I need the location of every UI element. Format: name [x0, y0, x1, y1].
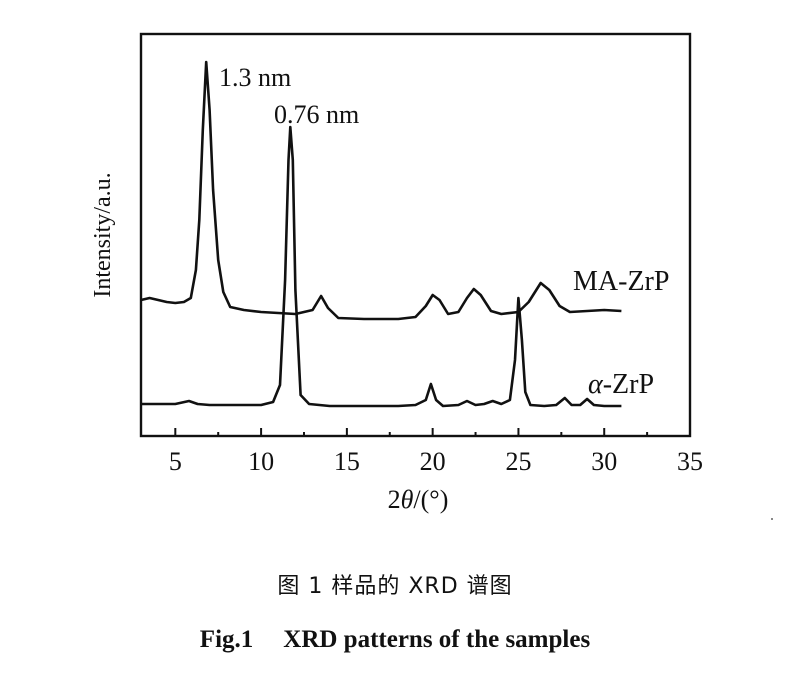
x-axis-tick-labels: 5 10 15 20 25 30 35 [169, 447, 703, 476]
x-axis-label: 2θ/(°) [388, 485, 449, 514]
figure-caption-english: Fig.1 XRD patterns of the samples [0, 626, 790, 654]
figure-number: Fig.1 [199, 626, 254, 653]
x-tick-label: 15 [334, 447, 360, 476]
y-axis-label: Intensity/a.u. [90, 172, 116, 297]
x-axis-ticks [174, 428, 691, 436]
x-tick-label: 10 [248, 447, 274, 476]
annotation-1-3nm: 1.3 nm [219, 63, 291, 92]
scan-speck [771, 518, 773, 520]
series-label-alpha-zrp: α-ZrP [588, 369, 654, 400]
xrd-chart: 5 10 15 20 25 30 35 1.3 nm 0.76 nm MA-ZrP α-Zr… [90, 32, 703, 514]
series-label-alpha-rest: -ZrP [603, 369, 654, 400]
series-line-ma-zrp [140, 60, 622, 321]
figure-caption-chinese: 图 1 样品的 XRD 谱图 [277, 574, 513, 599]
x-tick-label: 20 [420, 447, 446, 476]
x-tick-label: 35 [677, 447, 703, 476]
series-line-alpha-zrp [141, 125, 622, 408]
x-tick-label: 5 [169, 447, 182, 476]
x-tick-label: 30 [591, 447, 617, 476]
series-label-ma-zrp: MA-ZrP [573, 266, 669, 297]
alpha-symbol: α [588, 369, 604, 400]
plot-frame [139, 32, 692, 438]
figure-caption-text: XRD patterns of the samples [283, 626, 591, 653]
annotation-0-76nm: 0.76 nm [274, 100, 359, 129]
x-tick-label: 25 [505, 447, 531, 476]
